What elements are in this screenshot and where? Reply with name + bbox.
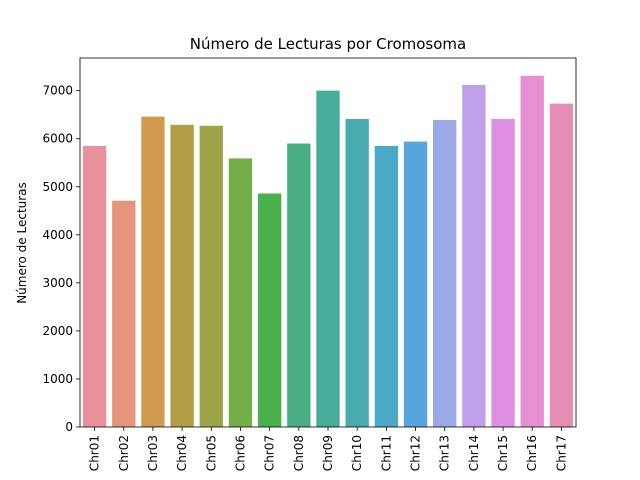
bar-chr08 (287, 143, 311, 427)
y-tick-label: 2000 (42, 324, 73, 338)
bar-chr09 (316, 90, 340, 427)
x-tick-label: Chr02 (117, 435, 131, 471)
chart-title: Número de Lecturas por Cromosoma (190, 35, 466, 53)
y-tick-label: 1000 (42, 372, 73, 386)
bar-chr14 (462, 84, 486, 427)
bar-chr15 (491, 119, 515, 427)
x-tick-label: Chr15 (496, 435, 510, 471)
x-tick-label: Chr10 (350, 435, 364, 471)
x-tick-label: Chr13 (438, 435, 452, 471)
y-tick-label: 4000 (42, 228, 73, 242)
x-tick-label: Chr09 (321, 435, 335, 471)
x-tick-label: Chr05 (204, 435, 218, 471)
y-tick-label: 5000 (42, 180, 73, 194)
x-tick-label: Chr01 (88, 435, 102, 471)
x-tick-label: Chr17 (554, 435, 568, 471)
bar-chr16 (520, 75, 544, 427)
bar-chr01 (82, 145, 107, 427)
bar-chr12 (403, 141, 428, 427)
y-tick-label: 0 (65, 420, 73, 434)
x-tick-label: Chr08 (292, 435, 306, 471)
y-tick-label: 6000 (42, 132, 73, 146)
bar-chr10 (345, 119, 369, 427)
bar-chr04 (170, 124, 194, 427)
bar-chr05 (199, 125, 223, 427)
x-tick-label: Chr06 (233, 435, 247, 471)
bar-chr02 (112, 200, 136, 427)
y-tick-label: 7000 (42, 84, 73, 98)
bar-chr03 (141, 116, 165, 427)
x-tick-label: Chr12 (409, 435, 423, 471)
bars-group (82, 75, 574, 427)
x-tick-label: Chr14 (467, 435, 481, 471)
plot-frame (79, 57, 577, 428)
y-tick-label: 3000 (42, 276, 73, 290)
x-tick-label: Chr11 (379, 435, 393, 471)
x-tick-label: Chr04 (175, 435, 189, 471)
bar-chr17 (549, 103, 574, 427)
bar-chr11 (374, 145, 399, 427)
x-tick-label: Chr07 (263, 435, 277, 471)
bar-chr06 (228, 158, 253, 427)
y-axis: 0 1000 2000 3000 4000 5000 6000 7000 (42, 84, 80, 434)
x-axis: Chr01 Chr02 Chr03 Chr04 Chr05 Chr06 Chr07 Chr08… (88, 427, 568, 471)
x-tick-label: Chr16 (525, 435, 539, 471)
bar-chr13 (433, 119, 457, 427)
y-axis-label: Número de Lecturas (15, 182, 29, 304)
bar-chr07 (257, 193, 282, 427)
x-tick-label: Chr03 (146, 435, 160, 471)
